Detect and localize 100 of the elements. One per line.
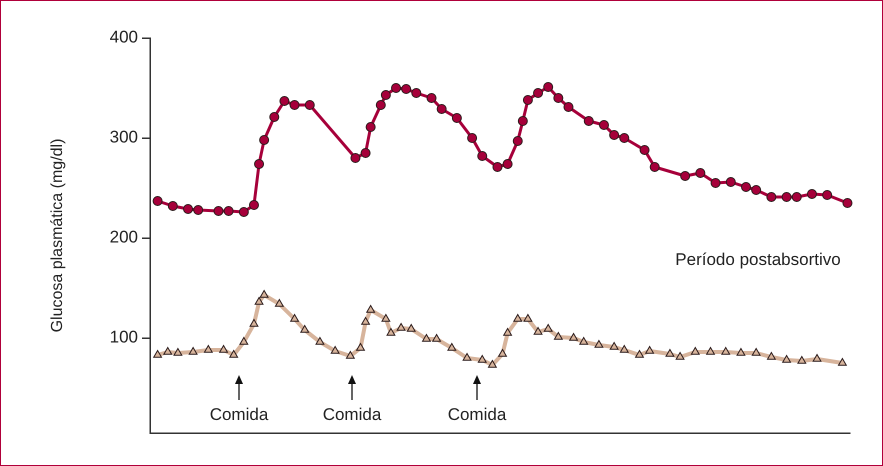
point	[381, 314, 390, 322]
point	[569, 333, 578, 341]
point	[188, 347, 198, 355]
point	[477, 151, 488, 161]
point	[598, 120, 609, 130]
point	[518, 116, 528, 126]
point	[411, 88, 422, 98]
point	[376, 100, 386, 110]
point	[736, 348, 746, 356]
point	[554, 332, 563, 340]
point	[706, 347, 715, 355]
point	[533, 88, 544, 98]
point	[797, 356, 806, 364]
y-tick-label: 300	[110, 128, 138, 147]
point	[219, 345, 228, 353]
annotation: Período postabsortivo	[675, 250, 841, 270]
point	[690, 347, 700, 355]
point	[594, 340, 604, 348]
point	[350, 153, 360, 163]
point	[680, 171, 690, 181]
point	[250, 319, 258, 327]
point	[695, 168, 706, 178]
point	[467, 133, 478, 143]
annotation: Comida	[322, 405, 382, 425]
point	[676, 352, 684, 360]
point	[645, 346, 654, 354]
point	[478, 355, 487, 363]
point	[436, 104, 447, 114]
point	[619, 133, 630, 143]
point	[380, 90, 391, 100]
point	[650, 162, 660, 172]
point	[401, 84, 412, 94]
annotation: Comida	[210, 405, 268, 425]
point	[239, 337, 248, 345]
point	[346, 351, 355, 359]
point	[666, 349, 674, 357]
point	[153, 350, 162, 358]
point	[822, 190, 832, 200]
point	[274, 299, 284, 307]
y-tick-label: 400	[110, 28, 138, 47]
point	[300, 325, 310, 333]
point	[260, 290, 269, 298]
point	[710, 178, 721, 188]
point	[213, 206, 224, 216]
point	[174, 348, 182, 356]
point	[366, 305, 376, 313]
point	[751, 185, 762, 195]
point	[254, 159, 264, 169]
point	[726, 177, 736, 187]
point	[426, 93, 437, 103]
point	[168, 201, 178, 211]
point	[640, 145, 650, 155]
point	[183, 204, 194, 214]
point	[447, 343, 456, 351]
point	[812, 354, 822, 362]
point	[635, 350, 644, 358]
point	[204, 345, 213, 353]
point	[361, 317, 370, 325]
point	[366, 122, 376, 132]
point	[609, 130, 620, 140]
point	[386, 328, 396, 336]
point	[579, 337, 588, 345]
point	[752, 348, 761, 356]
point	[269, 112, 280, 122]
point	[229, 350, 238, 358]
point	[452, 113, 462, 123]
point	[396, 323, 406, 331]
point	[432, 334, 441, 342]
point	[290, 100, 300, 110]
point	[304, 100, 315, 110]
point	[741, 182, 752, 192]
y-tick-label: 200	[110, 228, 138, 247]
point	[290, 314, 299, 322]
point	[316, 337, 324, 345]
point	[534, 327, 542, 335]
point	[766, 352, 776, 360]
point	[782, 192, 792, 202]
point	[406, 324, 416, 332]
point	[792, 192, 802, 202]
point	[330, 346, 340, 354]
point	[193, 205, 204, 215]
point	[766, 192, 776, 202]
point	[782, 355, 791, 363]
point	[806, 189, 817, 199]
point	[620, 345, 629, 353]
point	[422, 334, 431, 342]
y-tick-label: 100	[110, 328, 138, 347]
point	[279, 96, 290, 106]
point	[492, 162, 502, 172]
point	[513, 314, 522, 322]
point	[462, 353, 472, 361]
point	[503, 328, 512, 336]
point	[356, 343, 365, 351]
point	[610, 342, 619, 350]
point	[259, 135, 270, 145]
point	[842, 198, 852, 208]
point	[838, 358, 847, 366]
point	[721, 347, 730, 355]
point	[238, 207, 249, 217]
point	[391, 83, 402, 93]
